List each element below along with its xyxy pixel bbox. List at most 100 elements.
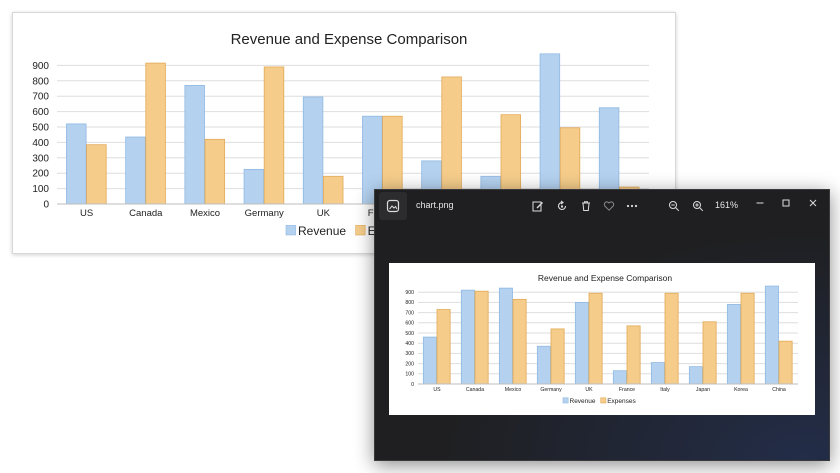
bar-revenue — [612, 370, 627, 385]
x-tick-label: Germany — [245, 208, 284, 219]
y-tick-label: 800 — [405, 300, 414, 306]
bar-revenue — [539, 53, 561, 205]
close-button[interactable] — [800, 192, 826, 214]
bar-revenue — [184, 85, 205, 205]
y-tick-label: 900 — [32, 61, 49, 72]
legend-label: Expenses — [607, 398, 636, 405]
zoom-in-icon — [693, 201, 704, 212]
x-tick-label: China — [772, 387, 786, 393]
bar-expenses — [664, 292, 679, 385]
bar-revenue — [688, 366, 703, 385]
x-tick-label: Canada — [466, 387, 484, 393]
file-name: chart.png — [416, 200, 454, 210]
x-tick-label: US — [80, 208, 93, 219]
y-tick-label: 500 — [405, 331, 414, 337]
y-tick-label: 400 — [32, 138, 49, 149]
x-tick-label: France — [619, 387, 635, 393]
close-icon — [809, 199, 817, 207]
background-chart-card: Revenue and Expense Comparison 0 100 200 300… — [12, 12, 676, 254]
chart-title: Revenue and Expense Comparison — [231, 31, 468, 48]
bar-expenses — [550, 328, 565, 385]
y-tick-label: 200 — [32, 169, 49, 180]
x-tick-label: Mexico — [190, 208, 220, 219]
y-tick-label: 0 — [411, 382, 414, 388]
more-icon — [626, 204, 638, 208]
viewer-titlebar: chart.png — [375, 190, 829, 222]
x-tick-label: UK — [585, 387, 593, 393]
bar-revenue — [460, 289, 475, 385]
photos-app-icon[interactable] — [379, 192, 407, 220]
bar-revenue — [650, 362, 665, 385]
more-options-button[interactable] — [622, 196, 642, 216]
x-tick-label: Italy — [660, 387, 670, 393]
legend-swatch — [285, 225, 296, 236]
bar-expenses — [145, 62, 166, 205]
minimize-button[interactable] — [747, 192, 773, 214]
y-tick-label: 500 — [32, 123, 49, 134]
legend-swatch — [562, 397, 569, 404]
favorite-button[interactable] — [599, 196, 619, 216]
bar-revenue — [422, 336, 437, 385]
photo-viewer-window: chart.png — [374, 189, 830, 461]
chart-title: Revenue and Expense Comparison — [538, 273, 672, 283]
x-tick-label: US — [433, 387, 441, 393]
x-tick-label: Mexico — [505, 387, 522, 393]
bar-revenue — [302, 96, 324, 205]
y-tick-label: 300 — [32, 153, 49, 164]
bar-expenses — [436, 309, 451, 385]
y-tick-label: 700 — [405, 310, 414, 316]
bar-expenses — [263, 66, 285, 205]
favorite-icon — [603, 201, 615, 211]
x-tick-label: Canada — [129, 208, 163, 219]
bar-revenue — [243, 168, 265, 205]
bar-expenses — [204, 138, 226, 205]
bar-revenue — [764, 285, 779, 385]
bar-revenue — [536, 345, 551, 385]
x-tick-label: UK — [317, 208, 331, 219]
x-tick-label: Japan — [696, 387, 710, 393]
bar-revenue — [66, 123, 87, 205]
bar-expenses — [86, 144, 107, 205]
chart-image: Revenue and Expense Comparison 0 100 200 300… — [405, 273, 798, 405]
y-tick-label: 600 — [405, 321, 414, 327]
bar-expenses — [322, 175, 344, 205]
y-tick-label: 300 — [405, 351, 414, 357]
bar-expenses — [778, 340, 793, 385]
x-tick-label: Germany — [540, 387, 562, 393]
bar-expenses — [474, 290, 489, 385]
image-canvas: Revenue and Expense Comparison 0 100 200 300… — [389, 263, 815, 415]
bar-revenue — [574, 302, 589, 385]
zoom-out-button[interactable] — [664, 196, 684, 216]
bar-revenue — [726, 304, 741, 385]
zoom-out-icon — [669, 201, 680, 212]
bar-expenses — [512, 298, 527, 385]
legend-swatch — [355, 225, 366, 236]
bar-expenses — [588, 292, 603, 385]
y-tick-label: 100 — [405, 372, 414, 378]
y-tick-label: 400 — [405, 341, 414, 347]
delete-icon — [582, 201, 590, 211]
legend-label: Revenue — [298, 224, 346, 238]
legend-swatch — [600, 397, 607, 404]
maximize-button[interactable] — [773, 192, 799, 214]
delete-button[interactable] — [576, 196, 596, 216]
y-tick-label: 0 — [43, 200, 49, 211]
y-tick-label: 100 — [32, 184, 49, 195]
legend-label: Revenue — [570, 398, 596, 405]
y-tick-label: 800 — [32, 76, 49, 87]
rotate-button[interactable] — [552, 196, 572, 216]
bar-expenses — [702, 321, 717, 385]
edit-icon — [532, 201, 543, 212]
bar-revenue — [498, 287, 513, 385]
minimize-icon — [756, 202, 764, 204]
zoom-in-button[interactable] — [688, 196, 708, 216]
bar-expenses — [740, 292, 755, 385]
y-tick-label: 900 — [405, 290, 414, 296]
bar-expenses — [626, 325, 641, 385]
x-tick-label: Korea — [734, 387, 748, 393]
y-tick-label: 700 — [32, 92, 49, 103]
edit-button[interactable] — [528, 196, 548, 216]
y-tick-label: 600 — [32, 107, 49, 118]
zoom-level: 161% — [715, 200, 739, 210]
rotate-icon — [557, 200, 567, 211]
